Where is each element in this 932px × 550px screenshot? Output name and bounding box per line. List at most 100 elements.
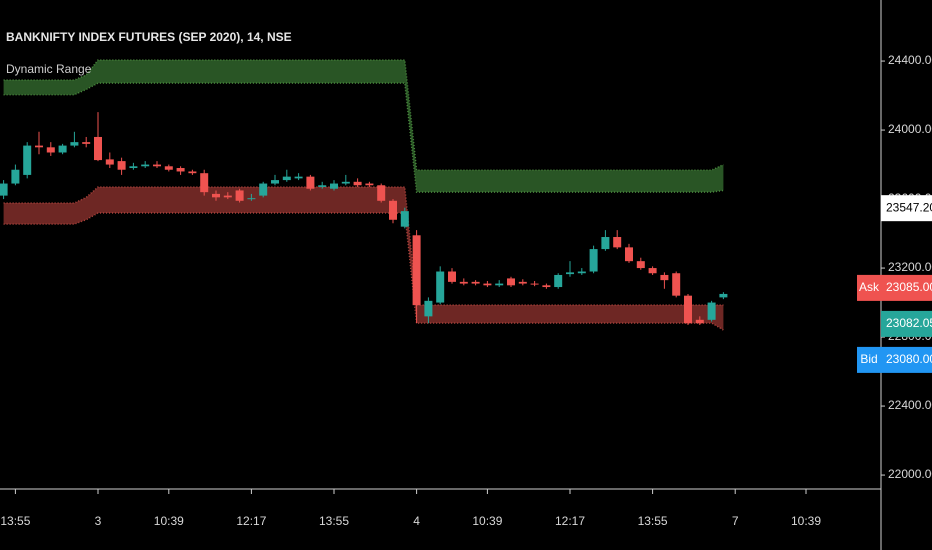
candle-body	[235, 190, 244, 201]
candle-body	[636, 261, 645, 269]
candle-body	[377, 185, 386, 201]
candle-body	[23, 145, 32, 175]
candle-body	[0, 183, 8, 196]
candle-body	[613, 237, 622, 248]
price-tag-name-box	[857, 274, 881, 301]
price-tags: 23547.20 23085.00 Ask 23082.05 23080.00 Bid	[857, 195, 932, 373]
candle-body	[82, 142, 91, 144]
candle-body	[318, 185, 327, 187]
y-tick-label: 23200.00	[888, 260, 932, 274]
price-tag-value: 23547.20	[886, 200, 932, 214]
candle-body	[35, 145, 43, 148]
candle-body	[117, 161, 126, 170]
candle-body	[212, 193, 220, 198]
bands	[3, 59, 724, 331]
candle-body	[389, 200, 397, 220]
band-top	[3, 186, 724, 306]
candle-body	[542, 285, 551, 288]
price-tag	[881, 310, 932, 337]
x-tick-label: 10:39	[791, 514, 821, 528]
candle-body	[518, 281, 527, 284]
candle-body	[259, 183, 268, 196]
x-tick-label: 13:55	[319, 514, 349, 528]
candle-body	[94, 136, 102, 161]
band-area	[3, 60, 724, 193]
candle-body	[365, 183, 374, 186]
price-tag-value: 23082.05	[886, 316, 932, 330]
candle-body	[601, 237, 610, 250]
candle-body	[448, 271, 456, 282]
x-tick-label: 12:17	[236, 514, 266, 528]
candle-body	[554, 274, 563, 288]
candle-body	[188, 171, 197, 174]
indicator-label: Dynamic Range	[6, 62, 92, 76]
candle-body	[483, 283, 492, 286]
price-tag-value: 23085.00	[886, 280, 932, 294]
candle-body	[507, 278, 515, 286]
x-tick-label: 10:39	[154, 514, 184, 528]
y-tick-label: 22000.00	[888, 467, 932, 481]
x-tick-label: 12:17	[555, 514, 585, 528]
price-tag-name-box	[857, 346, 881, 373]
candle-body	[282, 176, 291, 181]
candle-body	[341, 181, 350, 184]
candle-body	[105, 159, 114, 165]
candle-body	[164, 166, 173, 170]
candle-body	[436, 271, 445, 303]
price-tag-value: 23080.00	[886, 352, 932, 366]
candle-body	[625, 247, 633, 262]
price-tag-name: Bid	[860, 352, 877, 366]
candle-body	[412, 235, 421, 306]
candle-body	[566, 272, 574, 275]
candle-body	[719, 293, 728, 298]
candle-body	[306, 176, 315, 189]
candle-body	[11, 169, 20, 184]
candle-body	[400, 211, 409, 227]
candles	[0, 112, 728, 325]
candle-body	[70, 142, 79, 146]
candle-body	[294, 176, 303, 179]
candle-body	[330, 183, 338, 189]
candle-body	[141, 164, 150, 167]
candle-body	[176, 168, 185, 172]
price-tag	[881, 346, 932, 373]
candle-body	[707, 302, 716, 320]
candle-body	[495, 283, 504, 286]
x-tick-label: 4	[413, 514, 420, 528]
candle-body	[471, 281, 480, 284]
candle-body	[530, 283, 539, 285]
candle-body	[153, 164, 161, 167]
candle-body	[247, 198, 256, 200]
candle-body	[589, 249, 598, 272]
candle-body	[459, 281, 468, 284]
candle-body	[684, 295, 692, 324]
y-tick-label: 24000.00	[888, 122, 932, 136]
y-tick-label: 22400.00	[888, 398, 932, 412]
candle-body	[660, 274, 669, 281]
candle-body	[200, 173, 209, 193]
candle-body	[223, 195, 232, 198]
price-tag	[881, 195, 932, 222]
candle-body	[424, 300, 433, 317]
band-area	[3, 186, 724, 330]
candle-body	[672, 273, 681, 296]
candle-body	[271, 180, 279, 184]
x-tick-label: 13:55	[638, 514, 668, 528]
x-tick-label: 10:39	[472, 514, 502, 528]
y-tick-label: 24400.00	[888, 53, 932, 67]
candle-body	[46, 147, 55, 153]
price-tag-name: Ask	[859, 280, 880, 294]
candle-body	[648, 268, 657, 274]
candle-body	[577, 271, 586, 274]
price-tag	[881, 274, 932, 301]
x-tick-label: 3	[95, 514, 102, 528]
candle-body	[58, 145, 67, 153]
x-tick-label: 13:55	[0, 514, 30, 528]
candle-body	[695, 319, 704, 324]
chart-title: BANKNIFTY INDEX FUTURES (SEP 2020), 14, …	[6, 30, 292, 44]
x-tick-label: 7	[732, 514, 739, 528]
candle-body	[353, 181, 362, 186]
